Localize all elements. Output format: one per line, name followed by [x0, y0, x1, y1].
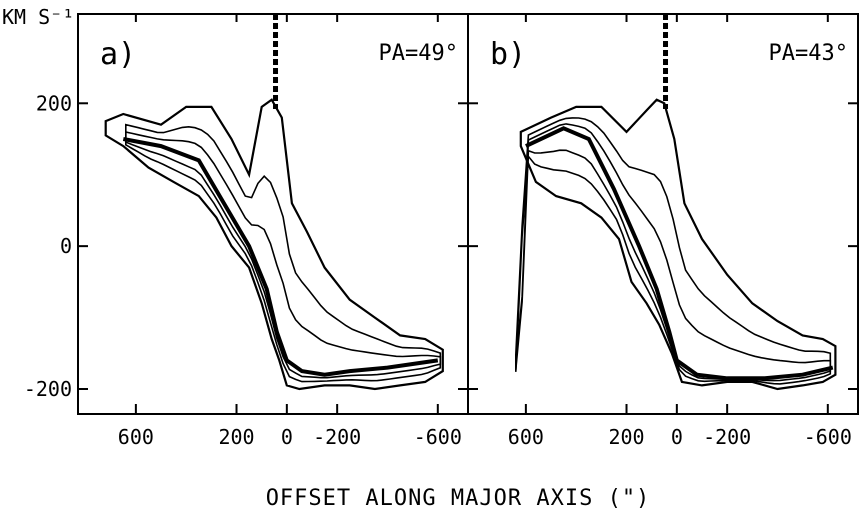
panels-group: 600 200 0 -200 -600 200 0 -200 a) PA=49° 600 200 0 -2…	[24, 13, 859, 449]
x-tick-label: -600	[804, 425, 852, 449]
x-tick-label: 0	[671, 425, 683, 449]
x-tick-label: 0	[281, 425, 293, 449]
panel-label: a)	[100, 37, 136, 72]
contour-outer	[519, 98, 837, 391]
x-tick-label: -200	[703, 425, 751, 449]
x-tick-label: -600	[414, 425, 462, 449]
contour-inner-2	[515, 123, 832, 382]
y-axis-label: KM S⁻¹	[2, 5, 74, 29]
panel-label: b)	[490, 37, 526, 72]
rotation-curve-ridge	[122, 137, 439, 377]
plot-frame	[467, 13, 859, 415]
x-tick-label: -200	[313, 425, 361, 449]
x-tick-label: 600	[118, 425, 154, 449]
x-tick-label: 200	[218, 425, 254, 449]
x-axis-title: OFFSET ALONG MAJOR AXIS (")	[266, 486, 651, 511]
position-angle-label: PA=49°	[379, 41, 458, 66]
chart-panel-b: 600 200 0 -200 -600 b) PA=43°	[467, 13, 859, 449]
contour-inner-1	[125, 123, 442, 383]
contour-inner-1	[515, 117, 832, 385]
y-tick-label: 0	[60, 234, 72, 258]
chart-panel-a: 600 200 0 -200 -600 200 0 -200 a) PA=49°	[24, 13, 469, 449]
y-tick-label: -200	[24, 377, 72, 401]
x-tick-label: 600	[508, 425, 544, 449]
plot-frame	[77, 13, 469, 415]
contour-inner-2	[125, 131, 442, 379]
position-angle-label: PA=43°	[769, 41, 848, 66]
x-tick-label: 200	[608, 425, 644, 449]
contour-outer	[104, 98, 444, 391]
y-tick-label: 200	[36, 91, 72, 115]
rotation-curve-ridge	[525, 126, 834, 381]
